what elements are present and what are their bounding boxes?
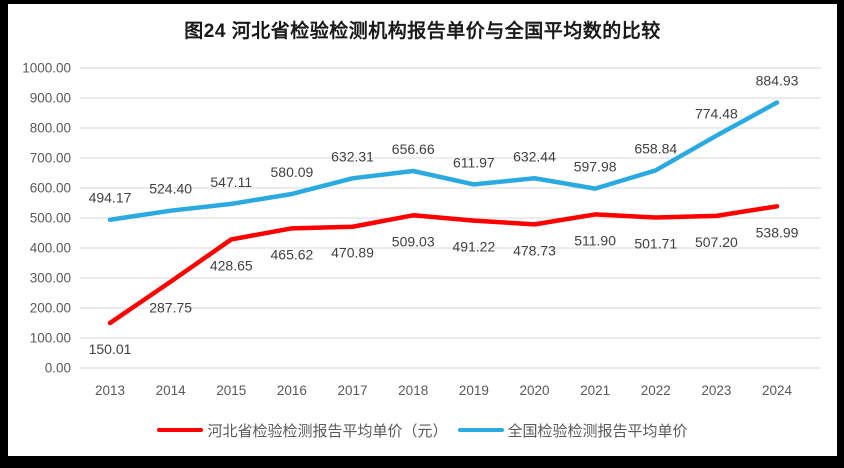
x-axis-tick-label: 2018 bbox=[398, 383, 428, 398]
x-axis-tick-label: 2024 bbox=[762, 383, 793, 398]
x-axis-tick-label: 2017 bbox=[338, 383, 368, 398]
data-label: 524.40 bbox=[149, 181, 192, 197]
x-axis-tick-label: 2019 bbox=[459, 383, 489, 398]
data-label: 884.93 bbox=[756, 73, 799, 89]
data-label: 478.73 bbox=[513, 242, 556, 258]
x-axis-tick-label: 2015 bbox=[216, 383, 246, 398]
data-label: 611.97 bbox=[453, 154, 495, 170]
legend-item-hebei: 河北省检验检测报告平均单价（元） bbox=[157, 420, 448, 441]
data-label: 507.20 bbox=[695, 234, 738, 250]
data-label: 658.84 bbox=[634, 140, 677, 156]
data-label: 597.98 bbox=[574, 159, 617, 175]
data-label: 656.66 bbox=[392, 141, 435, 157]
y-axis-tick-label: 400.00 bbox=[30, 241, 71, 256]
y-axis-tick-label: 1000.00 bbox=[22, 61, 71, 76]
data-label: 511.90 bbox=[574, 232, 616, 248]
data-label: 494.17 bbox=[89, 190, 132, 206]
y-axis-tick-label: 300.00 bbox=[30, 271, 71, 286]
data-label: 470.89 bbox=[331, 245, 374, 261]
series-line-0 bbox=[107, 204, 780, 326]
data-label: 287.75 bbox=[149, 300, 192, 316]
x-axis-tick-label: 2016 bbox=[277, 383, 307, 398]
x-axis-tick-label: 2021 bbox=[580, 383, 610, 398]
series-line-1 bbox=[107, 100, 780, 222]
x-axis-tick-label: 2013 bbox=[95, 383, 125, 398]
data-label: 501.71 bbox=[634, 235, 677, 251]
blue-line-swatch-icon bbox=[457, 427, 504, 433]
data-label: 632.31 bbox=[331, 148, 374, 164]
data-label: 580.09 bbox=[271, 164, 314, 180]
legend-item-national: 全国检验检测报告平均单价 bbox=[457, 420, 688, 441]
data-label: 632.44 bbox=[513, 148, 556, 164]
data-label: 538.99 bbox=[756, 224, 799, 240]
y-axis-tick-label: 700.00 bbox=[30, 151, 71, 166]
data-label: 491.22 bbox=[452, 239, 495, 255]
x-axis-tick-label: 2020 bbox=[519, 383, 549, 398]
y-axis-tick-label: 0.00 bbox=[45, 361, 71, 376]
data-label: 150.01 bbox=[89, 341, 132, 357]
red-line-swatch-icon bbox=[157, 427, 204, 433]
legend-label-hebei: 河北省检验检测报告平均单价（元） bbox=[207, 422, 448, 440]
x-axis-tick-label: 2022 bbox=[641, 383, 671, 398]
data-label: 509.03 bbox=[392, 233, 435, 249]
y-axis-tick-label: 800.00 bbox=[30, 121, 71, 136]
data-label: 465.62 bbox=[271, 246, 314, 262]
chart-canvas: 图24 河北省检验检测机构报告单价与全国平均数的比较 0.00 100.00 200… bbox=[8, 4, 837, 456]
y-axis-tick-label: 600.00 bbox=[30, 181, 71, 196]
chart-title: 图24 河北省检验检测机构报告单价与全国平均数的比较 bbox=[184, 21, 661, 42]
y-axis-tick-label: 900.00 bbox=[30, 91, 71, 106]
data-label: 547.11 bbox=[210, 174, 252, 190]
chart-legend: 河北省检验检测报告平均单价（元） 全国检验检测报告平均单价 bbox=[8, 418, 837, 442]
data-label: 428.65 bbox=[210, 257, 253, 273]
y-axis-tick-label: 100.00 bbox=[30, 331, 71, 346]
x-axis-tick-label: 2023 bbox=[701, 383, 731, 398]
y-axis-tick-label: 200.00 bbox=[30, 301, 71, 316]
legend-label-national: 全国检验检测报告平均单价 bbox=[507, 422, 688, 440]
line-chart-plot-area: 0.00 100.00 200.00 300.00 400.00 500.00 600.00… bbox=[22, 61, 821, 398]
y-axis-tick-label: 500.00 bbox=[30, 211, 71, 226]
data-label: 774.48 bbox=[695, 106, 738, 122]
x-axis-tick-label: 2014 bbox=[156, 383, 187, 398]
